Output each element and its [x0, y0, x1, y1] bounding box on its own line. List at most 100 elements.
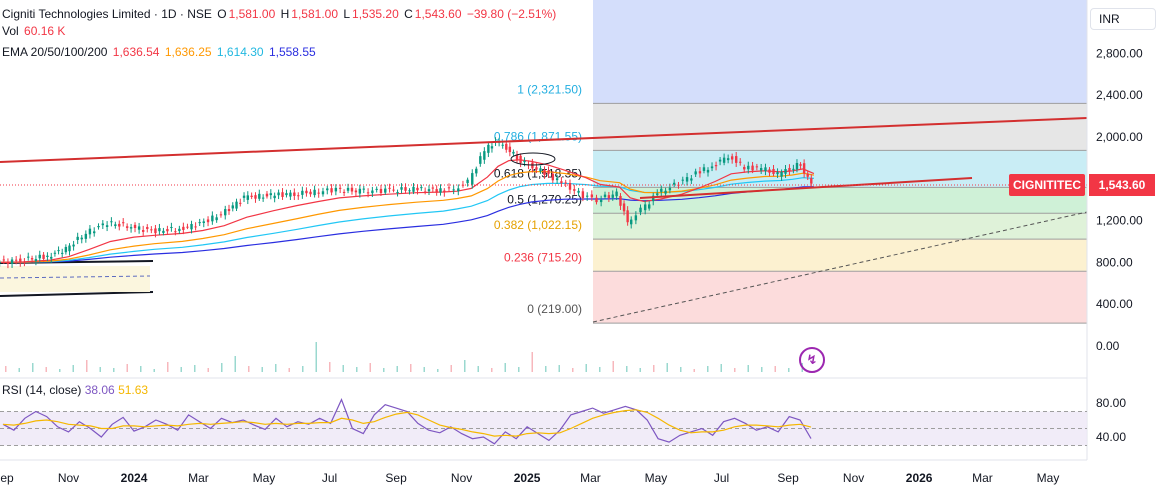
fib-level-label: 1 (2,321.50) — [517, 82, 582, 96]
volume-legend[interactable]: Vol 60.16 K — [2, 23, 67, 39]
candle-body — [19, 258, 22, 263]
candle-body — [366, 192, 370, 194]
rsi-value: 38.06 — [84, 383, 115, 397]
volume-bar — [464, 360, 466, 372]
candle-body — [607, 195, 611, 198]
candle-body — [466, 179, 469, 184]
candle-body — [634, 215, 638, 221]
volume-bar — [612, 361, 614, 372]
high-label: H — [280, 7, 290, 21]
rsi-legend[interactable]: RSI (14, close) 38.06 51.63 — [2, 383, 148, 397]
candle-body — [560, 181, 563, 184]
candle-body — [427, 189, 431, 192]
candle-body — [452, 189, 455, 191]
time-axis-tick: Jul — [714, 471, 729, 485]
time-axis-tick: Jul — [322, 471, 337, 485]
currency-selector[interactable]: INR — [1090, 8, 1156, 30]
candle-body — [227, 209, 231, 212]
rsi-ma-value: 51.63 — [118, 383, 149, 397]
time-axis-tick: Mar — [972, 471, 993, 485]
volume-bar — [59, 369, 61, 372]
candle-body — [718, 159, 722, 162]
candle-body — [747, 165, 750, 170]
candle-body — [656, 193, 659, 196]
time-axis-tick: 2024 — [121, 471, 148, 485]
candle-body — [93, 231, 96, 234]
candle-body — [412, 186, 415, 192]
candle-body — [342, 191, 346, 193]
volume-bar — [180, 367, 182, 372]
candle-body — [535, 167, 538, 170]
candle-body — [250, 195, 253, 197]
candle-body — [2, 259, 6, 261]
candle-body — [146, 227, 149, 229]
time-axis-tick: May — [1037, 471, 1060, 485]
volume-bar — [477, 366, 479, 372]
volume-bar — [423, 367, 425, 372]
candle-body — [371, 190, 374, 194]
candle-body — [330, 188, 333, 193]
candle-body — [53, 252, 57, 254]
candle-body — [755, 166, 759, 168]
rsi-line — [2, 398, 812, 445]
candle-body — [490, 146, 494, 149]
candle-body — [508, 146, 512, 153]
candle-body — [568, 183, 572, 190]
candle-body — [722, 157, 726, 163]
candle-body — [129, 227, 133, 229]
fib-band — [593, 239, 1087, 272]
candle-body — [443, 190, 446, 193]
candle-body — [581, 191, 585, 199]
candle-body — [6, 262, 10, 264]
candle-body — [630, 219, 633, 225]
candle-body — [681, 179, 684, 181]
candle-body — [435, 189, 438, 193]
candle-body — [457, 188, 460, 192]
volume-bar — [221, 363, 223, 372]
candle-body — [154, 228, 157, 234]
fib-level-label: 0 (219.00) — [527, 302, 582, 316]
price-axis-tick: 1,200.00 — [1096, 214, 1143, 228]
candle-body — [122, 222, 125, 224]
ema200-line — [0, 186, 814, 263]
ema100-line — [0, 177, 814, 263]
price-axis-tick: 2,000.00 — [1096, 130, 1143, 144]
volume-bar — [450, 365, 452, 372]
volume-bar — [356, 367, 358, 372]
candle-body — [97, 226, 100, 228]
fib-band — [593, 150, 1087, 188]
volume-bar — [761, 367, 763, 372]
volume-bar — [248, 366, 250, 372]
candle-body — [76, 236, 79, 240]
candle-body — [764, 167, 767, 171]
candle-body — [182, 226, 185, 230]
symbol-title[interactable]: Cigniti Technologies Limited · 1D · NSE — [2, 7, 212, 21]
volume-bar — [113, 368, 115, 372]
candle-body — [652, 195, 655, 202]
time-axis-tick: Mar — [580, 471, 601, 485]
volume-bar — [396, 366, 398, 372]
candle-body — [802, 163, 806, 174]
candle-body — [611, 194, 614, 198]
candle-body — [622, 203, 626, 212]
volume-bar — [531, 352, 533, 372]
volume-bar — [72, 365, 74, 372]
candle-body — [784, 169, 787, 174]
lower-trendline — [639, 177, 973, 199]
candle-body — [110, 221, 113, 223]
ema-legend[interactable]: EMA 20/50/100/200 1,636.54 1,636.25 1,61… — [2, 44, 318, 60]
candle-body — [162, 230, 165, 233]
rsi-ma-line — [2, 409, 812, 437]
candle-body — [471, 173, 474, 185]
price-axis-tick: 2,400.00 — [1096, 88, 1143, 102]
fib-level-label: 0.236 (715.20) — [504, 250, 582, 264]
candle-body — [379, 188, 383, 194]
candle-body — [269, 193, 273, 196]
symbol-legend[interactable]: Cigniti Technologies Limited · 1D · NSE … — [2, 6, 558, 22]
lightning-icon[interactable]: ↯ — [799, 347, 825, 373]
candle-body — [543, 169, 546, 175]
candle-body — [408, 190, 411, 192]
volume-bar — [747, 365, 749, 372]
candle-body — [660, 188, 663, 192]
